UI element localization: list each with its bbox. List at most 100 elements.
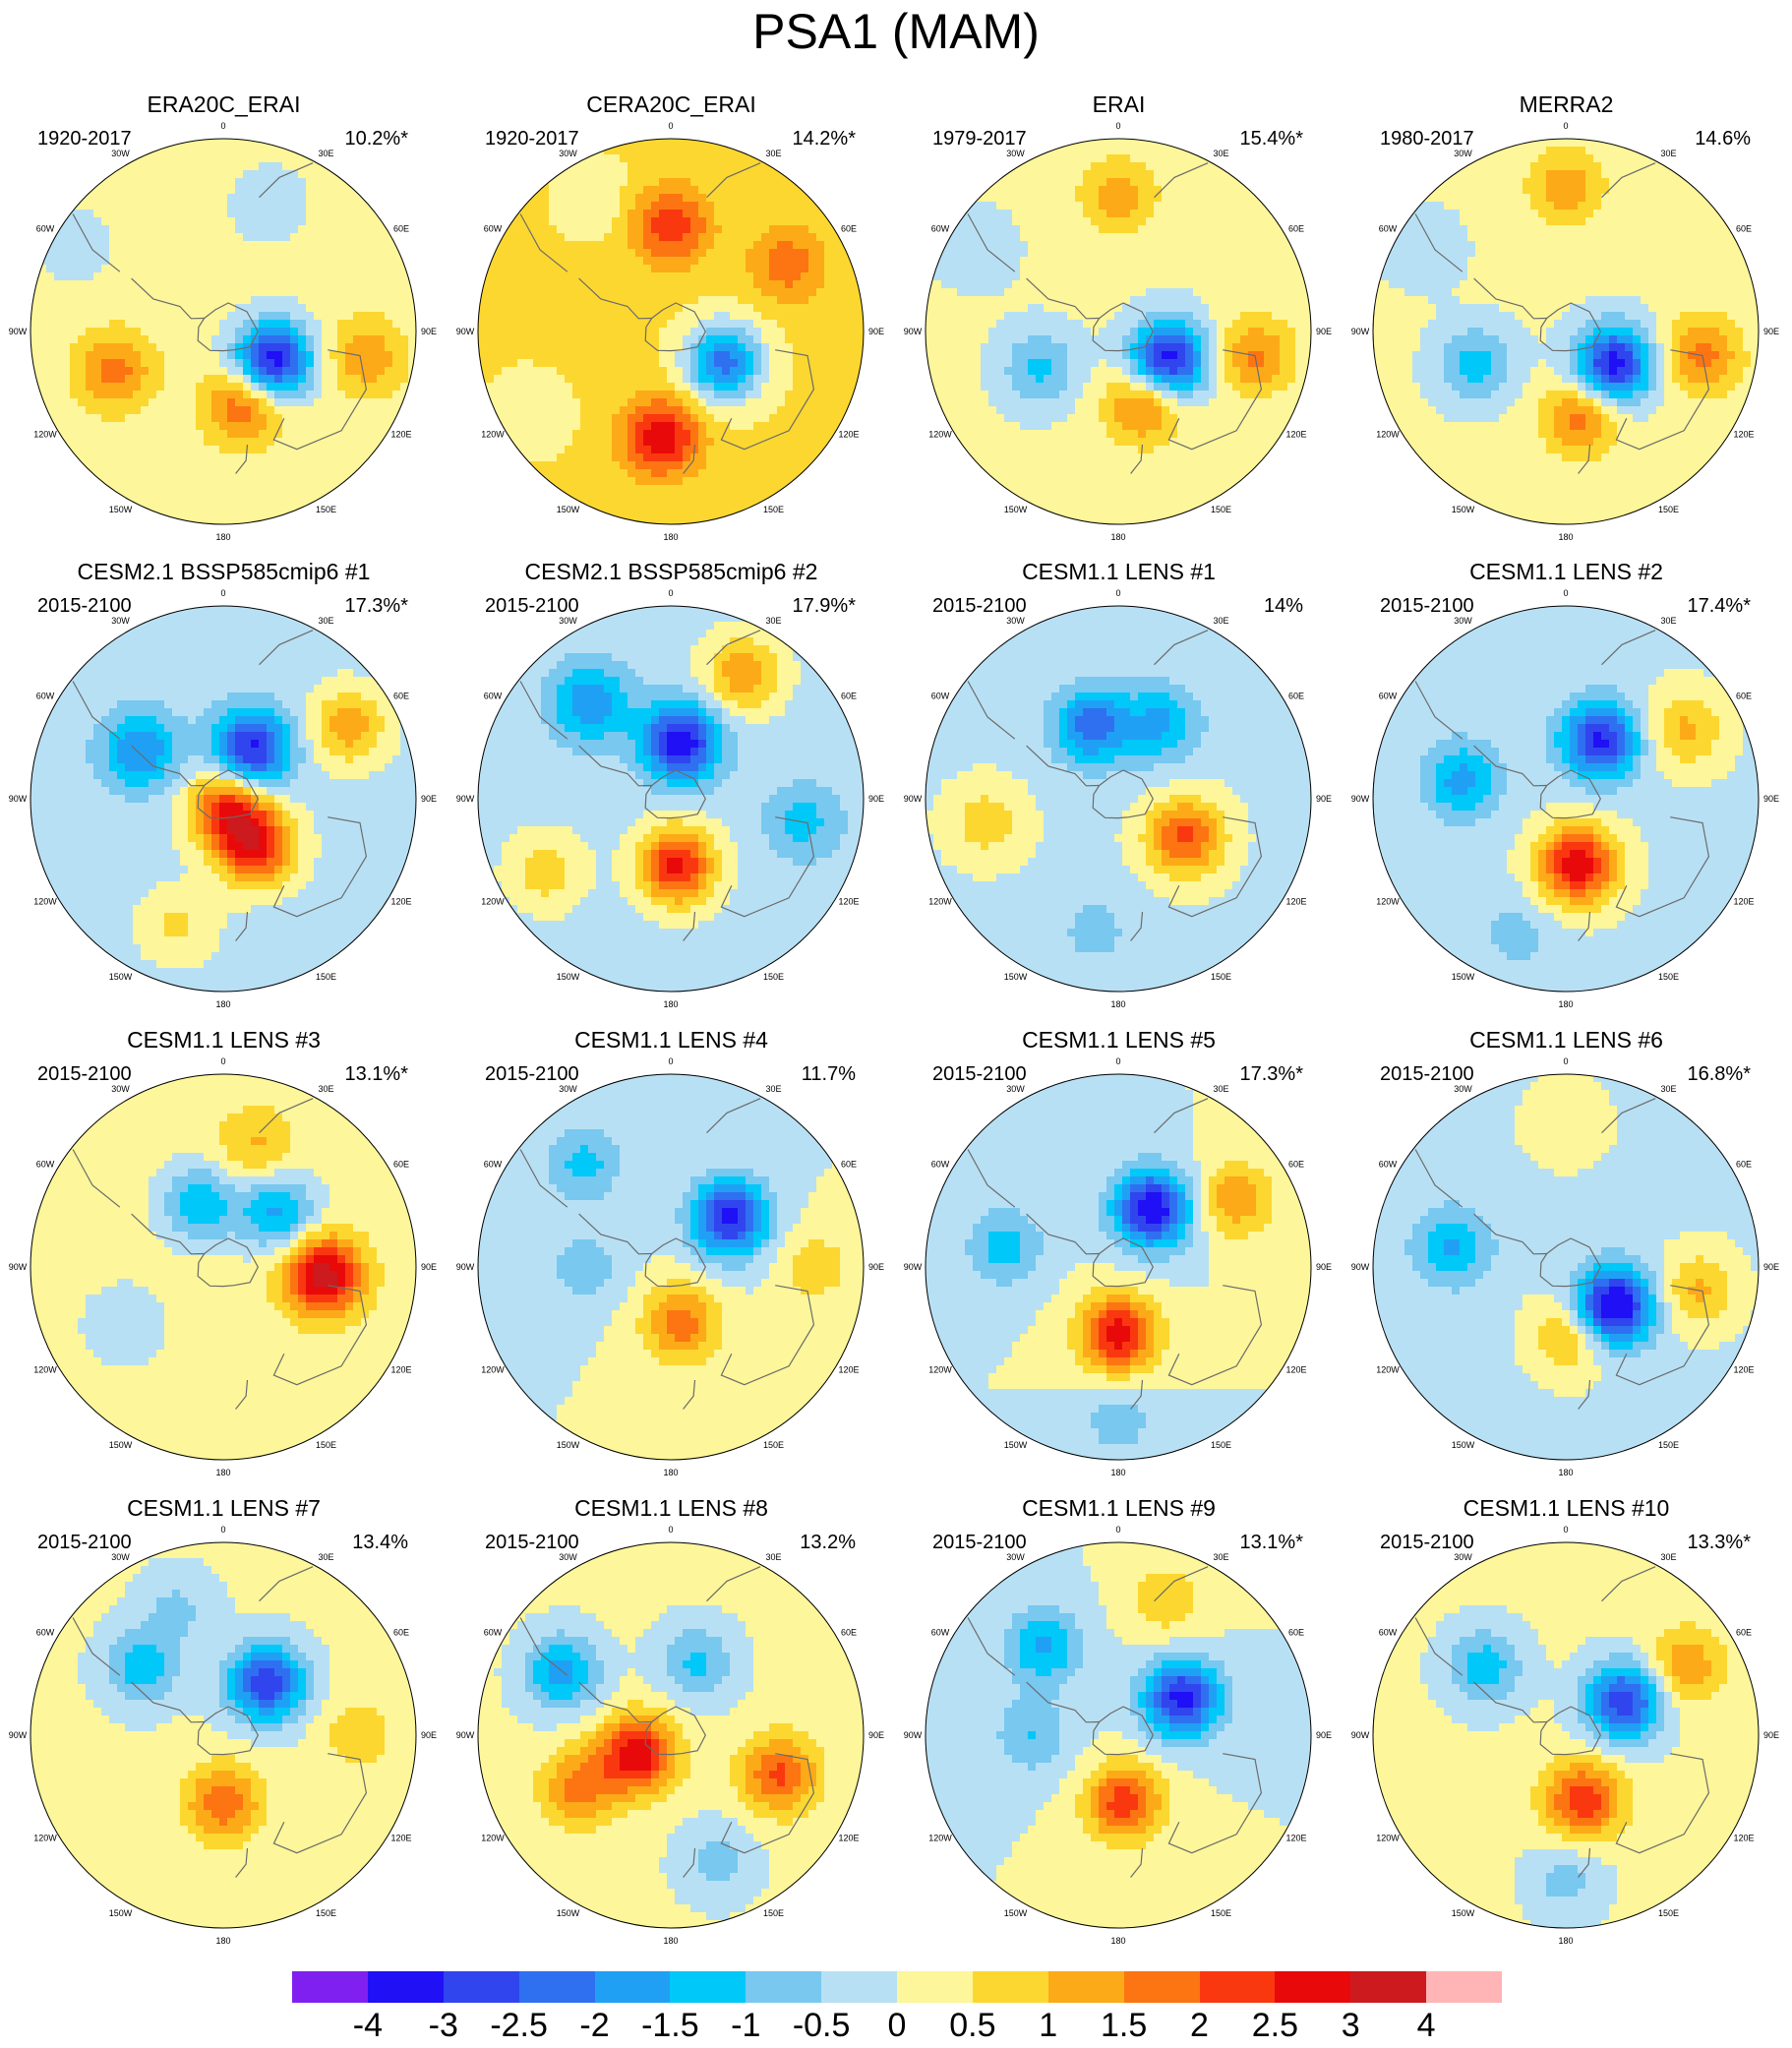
field-cell <box>30 194 39 203</box>
field-cell <box>377 320 386 329</box>
field-cell <box>643 210 652 218</box>
field-cell <box>588 139 597 148</box>
field-cell <box>840 501 849 510</box>
field-cell <box>683 147 691 155</box>
field-cell <box>730 367 739 376</box>
field-cell <box>486 469 495 478</box>
field-cell <box>93 406 102 415</box>
field-cell <box>259 501 268 510</box>
field-cell <box>808 406 817 415</box>
field-cell <box>172 147 181 155</box>
field-cell <box>769 241 778 250</box>
field-cell <box>141 272 149 281</box>
field-cell <box>683 351 691 360</box>
field-cell <box>627 217 636 226</box>
field-cell <box>612 202 621 211</box>
field-cell <box>683 501 691 510</box>
field-cell <box>565 139 573 148</box>
field-cell <box>596 391 605 399</box>
field-cell <box>541 225 550 234</box>
field-cell <box>683 493 691 502</box>
field-cell <box>635 351 644 360</box>
field-cell <box>596 375 605 384</box>
field-cell <box>149 422 157 431</box>
field-cell <box>180 422 189 431</box>
field-cell <box>722 406 731 415</box>
field-cell <box>314 296 323 305</box>
field-cell <box>274 178 283 187</box>
field-cell <box>588 154 597 163</box>
field-cell <box>643 501 652 510</box>
field-cell <box>314 477 323 486</box>
field-cell <box>612 501 621 510</box>
field-cell <box>314 312 323 321</box>
field-cell <box>627 178 636 187</box>
field-cell <box>345 210 354 218</box>
field-cell <box>267 343 275 352</box>
field-cell <box>282 383 291 392</box>
field-cell <box>848 241 857 250</box>
field-cell <box>753 430 762 439</box>
field-cell <box>180 469 189 478</box>
field-cell <box>761 217 770 226</box>
field-cell <box>400 414 409 423</box>
field-cell <box>801 147 809 155</box>
field-cell <box>840 359 849 368</box>
field-cell <box>785 406 794 415</box>
field-cell <box>683 288 691 297</box>
field-cell <box>251 477 260 486</box>
field-cell <box>298 335 307 344</box>
field-cell <box>714 367 723 376</box>
field-cell <box>643 170 652 179</box>
field-cell <box>541 430 550 439</box>
field-cell <box>509 461 518 470</box>
field-cell <box>690 139 699 148</box>
field-cell <box>46 139 55 148</box>
field-cell <box>730 438 739 447</box>
field-cell <box>125 406 134 415</box>
field-cell <box>38 469 47 478</box>
field-cell <box>1138 154 1147 163</box>
field-cell <box>400 170 409 179</box>
field-cell <box>683 265 691 273</box>
field-cell <box>337 509 346 517</box>
field-cell <box>282 304 291 313</box>
field-cell <box>1028 147 1037 155</box>
field-cell <box>30 202 39 211</box>
field-cell <box>738 516 747 524</box>
field-cell <box>101 422 110 431</box>
field-cell <box>620 225 628 234</box>
field-cell <box>651 170 660 179</box>
field-cell <box>54 178 63 187</box>
field-cell <box>164 217 173 226</box>
field-cell <box>604 265 613 273</box>
field-cell <box>816 241 825 250</box>
field-cell <box>196 359 205 368</box>
field-cell <box>196 446 205 454</box>
field-cell <box>651 422 660 431</box>
field-cell <box>219 194 228 203</box>
field-cell <box>298 438 307 447</box>
field-cell <box>509 210 518 218</box>
field-cell <box>211 477 220 486</box>
field-cell <box>643 265 652 273</box>
field-cell <box>93 383 102 392</box>
field-cell <box>369 351 378 360</box>
field-cell <box>361 312 370 321</box>
field-cell <box>604 414 613 423</box>
field-cell <box>235 249 244 258</box>
field-cell <box>298 406 307 415</box>
field-cell <box>785 312 794 321</box>
field-cell <box>101 367 110 376</box>
field-cell <box>361 477 370 486</box>
field-cell <box>856 469 864 478</box>
field-cell <box>282 154 291 163</box>
field-cell <box>801 509 809 517</box>
field-cell <box>848 312 857 321</box>
field-cell <box>494 194 503 203</box>
field-cell <box>219 210 228 218</box>
field-cell <box>93 391 102 399</box>
field-cell <box>117 453 126 462</box>
field-cell <box>659 320 668 329</box>
field-cell <box>509 406 518 415</box>
